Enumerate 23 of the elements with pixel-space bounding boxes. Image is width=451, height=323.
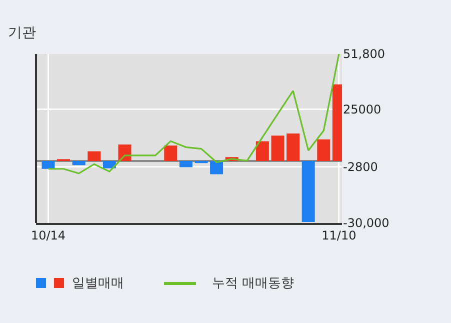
bar xyxy=(179,161,192,168)
y-tick-label: -2800 xyxy=(343,160,378,174)
legend-label: 일별매매 xyxy=(72,275,124,292)
chart-title: 기관 xyxy=(8,24,36,42)
x-tick-label: 10/14 xyxy=(30,228,66,242)
bar xyxy=(302,161,315,222)
bar xyxy=(271,136,284,162)
legend-label: 누적 매매동향 xyxy=(212,275,294,292)
bar xyxy=(286,134,300,162)
bar xyxy=(88,151,101,162)
bar xyxy=(164,146,178,162)
bar xyxy=(42,161,55,169)
line-series xyxy=(47,54,340,174)
x-tick-label: 11/10 xyxy=(322,228,356,242)
y-tick-label: -30,000 xyxy=(343,216,390,230)
bar xyxy=(210,161,224,174)
bar xyxy=(118,144,132,162)
y-tick-label: 51,800 xyxy=(343,47,385,62)
bar xyxy=(317,139,330,162)
y-tick-label: 25000 xyxy=(343,102,382,117)
bar xyxy=(72,161,86,166)
bar xyxy=(102,161,116,168)
bar xyxy=(256,141,269,162)
